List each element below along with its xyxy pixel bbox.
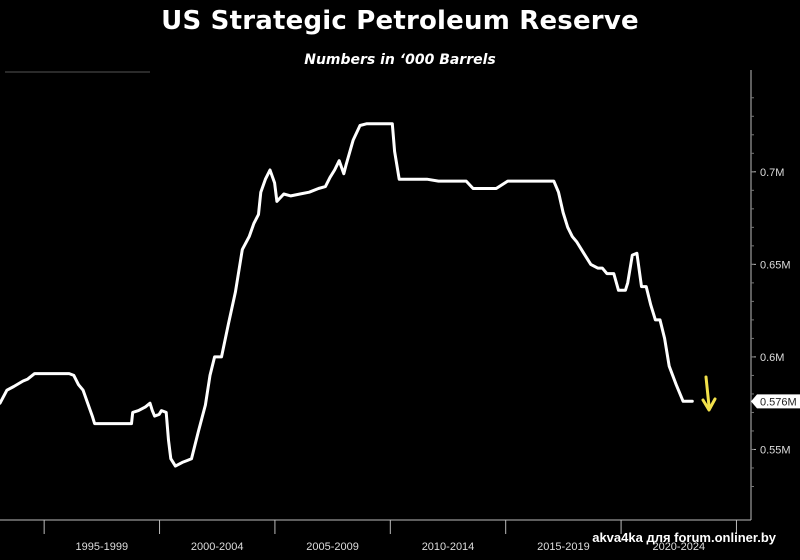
y-tick-label: 0.6M [760,352,784,364]
y-tick-label: 0.7M [760,167,784,179]
x-tick-label: 2020-2024 [652,541,705,553]
chart-subtitle: Numbers in ‘000 Barrels [304,52,496,68]
series-line [0,122,694,468]
y-tick-label: 0.65M [760,259,791,271]
last-value-label: 0.576M [760,396,797,408]
down-arrow-shaft [704,375,711,408]
y-tick-label: 0.55M [760,444,791,456]
x-tick-label: 2010-2014 [422,541,475,553]
x-tick-label: 2015-2019 [537,541,590,553]
x-tick-label: 2000-2004 [191,541,244,553]
x-tick-label: 1995-1999 [76,541,129,553]
watermark-text: akva4ka для forum.onliner.by [592,530,776,545]
down-arrow-head [701,397,717,412]
chart-title: US Strategic Petroleum Reserve [161,6,639,36]
x-tick-label: 2005-2009 [306,541,359,553]
last-value-marker [751,394,800,409]
